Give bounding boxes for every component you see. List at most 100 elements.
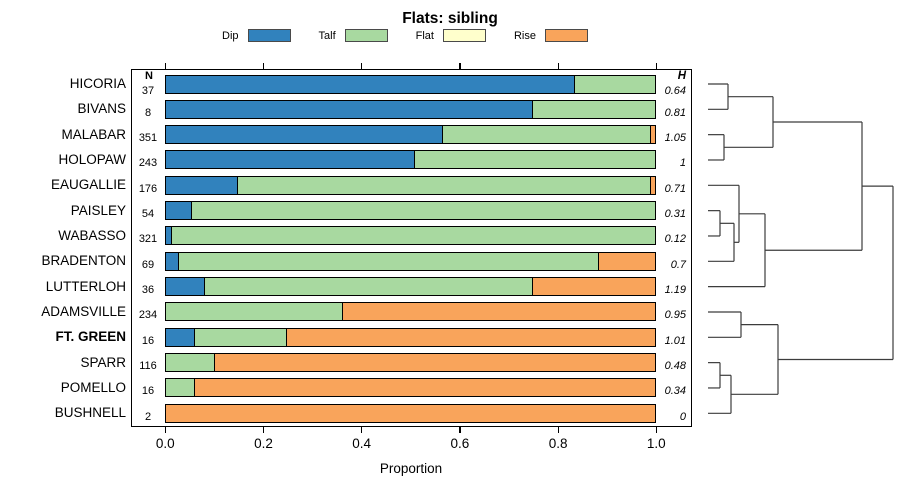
bar-row — [165, 74, 657, 94]
h-value: 1 — [679, 157, 686, 170]
h-value: 0.64 — [664, 84, 686, 97]
h-value: 0.71 — [664, 182, 686, 195]
bar-segment-dip — [165, 327, 196, 347]
legend-swatch-talf — [344, 29, 388, 42]
h-value: 0.95 — [664, 309, 686, 322]
bar-segment-rise — [649, 175, 656, 195]
bar-segment-rise — [286, 327, 656, 347]
h-value: 1.05 — [664, 132, 686, 145]
bar-segment-rise — [531, 277, 656, 297]
bar-segment-dip — [165, 175, 239, 195]
n-value: 176 — [138, 182, 158, 195]
h-value: 0.34 — [664, 385, 686, 398]
h-column-header: H — [677, 70, 686, 82]
n-column-header: N — [145, 70, 153, 82]
bar-row — [165, 201, 657, 221]
bar-row — [165, 150, 657, 170]
x-axis-tick-label: 0.0 — [155, 436, 175, 451]
legend-label: Talf — [318, 29, 336, 42]
row-label: BRADENTON — [41, 253, 126, 269]
x-axis-tick — [262, 427, 265, 433]
bar-segment-dip — [165, 125, 444, 145]
legend-swatch-rise — [545, 29, 588, 42]
row-label: WABASSO — [58, 227, 126, 243]
x-axis-tick-label: 1.0 — [646, 436, 666, 451]
legend-swatch-dip — [247, 29, 291, 42]
bar-row — [165, 226, 657, 246]
bar-segment-talf — [194, 327, 288, 347]
bar-segment-dip — [165, 201, 192, 221]
row-label: HICORIA — [69, 76, 126, 91]
h-value: 0.31 — [664, 208, 686, 221]
legend-item-talf: Talf — [319, 29, 388, 42]
bar-segment-talf — [414, 150, 656, 170]
bar-segment-talf — [165, 353, 216, 373]
bar-row — [165, 175, 657, 195]
bar-segment-talf — [190, 201, 656, 221]
row-label: BUSHNELL — [54, 405, 126, 421]
row-label: SPARR — [80, 354, 126, 370]
n-value: 8 — [144, 106, 152, 119]
legend-item-flat: Flat — [416, 29, 486, 42]
legend-item-rise: Rise — [514, 29, 588, 42]
bar-segment-talf — [204, 277, 534, 297]
row-label: EAUGALLIE — [50, 177, 126, 193]
bar-segment-talf — [574, 74, 656, 94]
h-value: 1.19 — [664, 284, 686, 297]
bar-segment-dip — [165, 99, 534, 119]
legend: Dip Talf Flat Rise — [222, 28, 588, 43]
x-axis-tick-top — [262, 62, 265, 69]
n-value: 116 — [139, 360, 157, 373]
bar-row — [165, 403, 657, 423]
bar-row — [165, 99, 657, 119]
n-value: 2 — [144, 410, 152, 423]
legend-label: Flat — [415, 29, 434, 42]
bar-row — [165, 327, 657, 347]
x-axis-tick — [557, 427, 559, 433]
row-label: LUTTERLOH — [45, 278, 126, 294]
bar-segment-talf — [170, 226, 656, 246]
x-axis-tick — [164, 427, 166, 433]
n-value: 37 — [141, 84, 155, 97]
h-value: 0.12 — [664, 233, 686, 246]
h-value: 0.81 — [664, 106, 686, 119]
bar-segment-rise — [214, 353, 656, 373]
x-axis-tick-label: 0.6 — [450, 436, 470, 451]
x-axis-tick-label: 0.2 — [254, 436, 273, 451]
n-value: 234 — [138, 309, 158, 322]
x-axis-tick-label: 0.8 — [548, 436, 568, 451]
bar-segment-rise — [341, 302, 656, 322]
x-axis-tick — [361, 427, 363, 433]
bar-row — [165, 353, 657, 373]
x-axis-tick-top — [655, 62, 657, 69]
legend-label: Dip — [222, 29, 239, 42]
row-label: ADAMSVILLE — [41, 303, 126, 319]
row-label: PAISLEY — [70, 202, 126, 218]
legend-item-dip: Dip — [222, 29, 291, 42]
row-label: BIVANS — [77, 101, 126, 117]
bar-segment-dip — [165, 150, 416, 170]
row-label: MALABAR — [61, 126, 126, 142]
x-axis-tick-label: 0.4 — [352, 436, 372, 451]
x-axis-tick — [655, 427, 657, 433]
bar-segment-talf — [531, 99, 656, 119]
cluster-dendrogram — [708, 83, 894, 414]
h-value: 1.01 — [664, 334, 686, 347]
bar-segment-rise — [597, 251, 656, 271]
row-label: POMELLO — [60, 379, 126, 395]
bar-segment-rise — [165, 403, 656, 423]
n-value: 243 — [138, 157, 158, 170]
bar-row — [165, 302, 657, 322]
bar-segment-dip — [165, 74, 576, 94]
row-label: HOLOPAW — [58, 151, 126, 167]
n-value: 16 — [141, 385, 155, 398]
bar-segment-talf — [165, 378, 196, 398]
h-value: 0 — [679, 410, 686, 423]
n-value: 16 — [141, 334, 155, 347]
bar-segment-talf — [237, 175, 652, 195]
bar-segment-talf — [441, 125, 652, 145]
row-label: FT. GREEN — [55, 329, 126, 345]
bar-segment-talf — [177, 251, 600, 271]
h-value: 0.7 — [670, 258, 686, 271]
